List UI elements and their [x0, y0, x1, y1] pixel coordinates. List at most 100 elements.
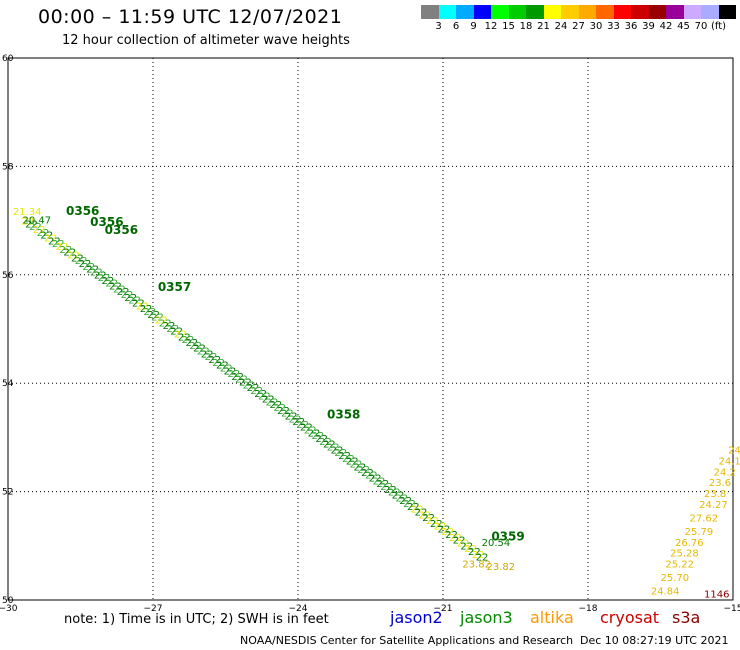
track-mark: 22: [445, 530, 458, 541]
legend-label: 24: [554, 21, 568, 32]
y-tick-label: 52: [2, 488, 13, 498]
footer-timestamp: Dec 10 08:27:19 UTC 2021: [580, 634, 729, 647]
track-mark: 22: [144, 307, 157, 318]
track-mark: 22: [44, 234, 57, 245]
track-mark: 22: [201, 349, 214, 360]
track-mark: 22: [266, 397, 279, 408]
legend-label: 9: [470, 21, 477, 32]
track-mark: 22: [147, 310, 160, 321]
legend-label: 6: [452, 21, 460, 32]
track-mark: 22: [331, 445, 344, 456]
time-label: 0358: [327, 407, 360, 421]
track-mark: 22: [132, 298, 145, 309]
legend-label: 45: [677, 21, 690, 32]
track-mark: 22: [75, 256, 88, 267]
swh-label: 20.54: [482, 538, 511, 549]
legend-label: 18: [519, 21, 533, 32]
legend-swatch: [508, 5, 526, 19]
legend-swatch: [561, 5, 579, 19]
legend-swatch: [543, 5, 561, 19]
track-mark: 22: [250, 386, 263, 397]
chart-subtitle: 12 hour collection of altimeter wave hei…: [62, 33, 350, 48]
track-mark: 22: [453, 536, 466, 547]
legend-label: 15: [502, 21, 515, 32]
swh-label: 25.79: [685, 527, 714, 538]
y-tick-label: 50: [2, 596, 14, 606]
track-mark: 22: [327, 443, 340, 454]
color-legend-labels: 3 6 9 12 15 18 21 24 27 30 33 36 39 42 45 70 (ft): [421, 21, 740, 35]
track-mark: 22: [319, 437, 332, 448]
legend-swatch: [648, 5, 666, 19]
legend-label: 70: [694, 21, 708, 32]
track-mark: 22: [48, 236, 61, 247]
track-mark: 22: [220, 363, 233, 374]
track-mark: 22: [395, 493, 408, 504]
legend-swatch: [613, 5, 631, 19]
track-mark: 22: [102, 276, 115, 287]
track-mark: 22: [426, 516, 439, 527]
legend-label: 12: [484, 21, 498, 32]
track-mark: 22: [243, 380, 256, 391]
legend-swatch: [701, 5, 719, 19]
swh-label: 25.70: [661, 573, 690, 584]
track-mark: 22: [464, 544, 477, 555]
track-mark: 22: [113, 284, 126, 295]
track-mark: 22: [277, 406, 290, 417]
track-mark: 22: [472, 550, 485, 561]
y-tick-label: 58: [2, 162, 14, 172]
track-mark: 22: [403, 499, 416, 510]
track-mark: 22: [235, 375, 248, 386]
legend-label: 39: [642, 21, 655, 32]
y-tick-label: 60: [2, 54, 14, 64]
time-label: 0359: [491, 529, 524, 543]
swh-label: 23.82: [462, 559, 491, 570]
legend-swatch: [683, 5, 701, 19]
swh-label: 24.1: [719, 457, 740, 468]
track-mark: 22: [346, 457, 359, 468]
track-mark: 22: [79, 259, 92, 270]
swh-label: 24: [728, 446, 740, 457]
track-mark: 22: [418, 510, 431, 521]
track-mark: 22: [300, 423, 313, 434]
swh-label: 24.84: [651, 587, 680, 598]
track-mark: 22: [231, 372, 244, 383]
track-mark: 22: [151, 313, 164, 324]
track-mark: 22: [441, 527, 454, 538]
swh-label: 23.6: [709, 478, 731, 489]
track-mark: 22: [21, 217, 34, 228]
legend-swatch: [578, 5, 596, 19]
legend-swatch: [491, 5, 509, 19]
legend-swatch: [473, 5, 491, 19]
track-mark: 22: [292, 417, 305, 428]
track-mark: 22: [140, 304, 153, 315]
swh-label: 25.22: [665, 559, 694, 570]
track-mark: 22: [392, 491, 405, 502]
note-text: note: 1) Time is in UTC; 2) SWH is in fe…: [64, 612, 329, 627]
x-tick-label: −15: [724, 604, 740, 614]
track-mark: 22: [208, 355, 221, 366]
track-mark: 22: [105, 279, 118, 290]
legend-label: (ft): [710, 21, 727, 32]
track-mark: 22: [262, 395, 275, 406]
legend-label: 3: [435, 21, 442, 32]
track-mark: 22: [437, 524, 450, 535]
track-mark: 22: [434, 522, 447, 533]
legend-label: 42: [659, 21, 673, 32]
track-mark: 22: [269, 400, 282, 411]
track-mark: 22: [353, 462, 366, 473]
track-mark: 22: [40, 231, 53, 242]
track-mark: 22: [361, 468, 374, 479]
track-mark: 22: [121, 290, 134, 301]
track-mark: 22: [388, 488, 401, 499]
x-tick-label: −21: [434, 604, 453, 614]
track-mark: 22: [296, 420, 309, 431]
track-mark: 22: [117, 287, 130, 298]
track-mark: 22: [254, 389, 267, 400]
swh-label: 24.27: [699, 500, 728, 511]
track-mark: 22: [197, 346, 210, 357]
swh-label: 25.28: [670, 549, 699, 560]
legend-swatch: [456, 5, 474, 19]
legend-swatch: [421, 5, 439, 19]
track-mark: 22: [365, 471, 378, 482]
time-label: 0357: [158, 280, 191, 294]
